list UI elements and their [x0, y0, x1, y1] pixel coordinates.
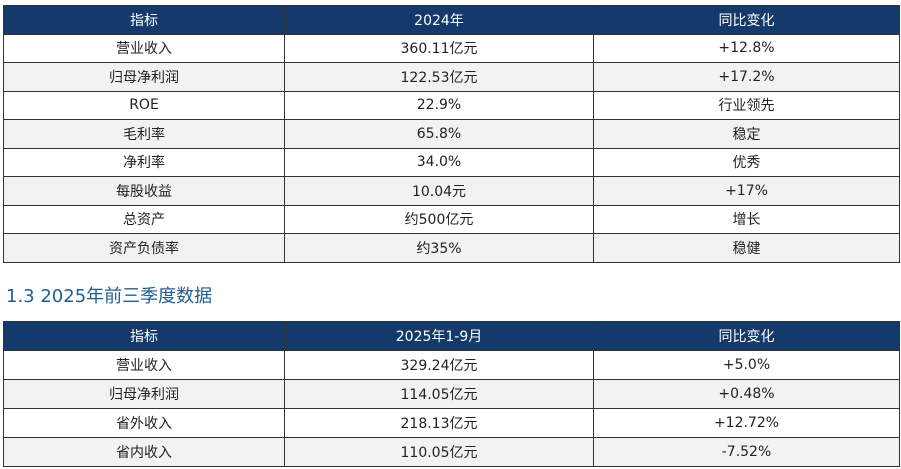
table-cell: 110.05亿元 [284, 437, 594, 467]
table-cell: 毛利率 [3, 119, 285, 149]
table-cell: 22.9% [284, 90, 594, 120]
table-cell: 34.0% [284, 147, 594, 177]
table-cell: 行业领先 [593, 90, 900, 120]
table-cell: 归母净利润 [3, 379, 285, 409]
table-row: 省内收入 110.05亿元 -7.52% [3, 437, 900, 467]
table-cell: +17.2% [593, 62, 900, 92]
table-cell: 114.05亿元 [284, 379, 594, 409]
header-cell: 同比变化 [593, 5, 900, 35]
table-row: 每股收益 10.04元 +17% [3, 176, 900, 206]
table-row: 净利率 34.0% 优秀 [3, 147, 900, 177]
table-cell: 122.53亿元 [284, 62, 594, 92]
table-row: 营业收入 329.24亿元 +5.0% [3, 350, 900, 380]
table-cell: +12.72% [593, 408, 900, 438]
table-cell: 营业收入 [3, 33, 285, 63]
table-row: 总资产 约500亿元 增长 [3, 204, 900, 234]
table-2025: 指标 2025年1-9月 同比变化 营业收入 329.24亿元 +5.0% 归母净利润 114… [3, 321, 900, 467]
table-cell: 329.24亿元 [284, 350, 594, 380]
header-cell: 2024年 [284, 5, 594, 35]
table-cell: +0.48% [593, 379, 900, 409]
table-row: ROE 22.9% 行业领先 [3, 90, 900, 120]
table-row: 归母净利润 122.53亿元 +17.2% [3, 62, 900, 92]
table-cell: -7.52% [593, 437, 900, 467]
table-row: 资产负债率 约35% 稳健 [3, 233, 900, 263]
header-cell: 2025年1-9月 [284, 321, 594, 351]
table-row: 毛利率 65.8% 稳定 [3, 119, 900, 149]
table-cell: 增长 [593, 204, 900, 234]
table-cell: +17% [593, 176, 900, 206]
section-title: 1.3 2025年前三季度数据 [6, 286, 213, 307]
table-cell: 约35% [284, 233, 594, 263]
header-cell: 同比变化 [593, 321, 900, 351]
header-row: 指标 2024年 同比变化 [3, 5, 900, 35]
table-row: 省外收入 218.13亿元 +12.72% [3, 408, 900, 438]
table-cell: 净利率 [3, 147, 285, 177]
header-row: 指标 2025年1-9月 同比变化 [3, 321, 900, 351]
header-cell: 指标 [3, 5, 285, 35]
table-cell: 省内收入 [3, 437, 285, 467]
table-row: 归母净利润 114.05亿元 +0.48% [3, 379, 900, 409]
table-cell: 约500亿元 [284, 204, 594, 234]
table-row: 营业收入 360.11亿元 +12.8% [3, 33, 900, 63]
table-cell: ROE [3, 90, 285, 120]
table-cell: 归母净利润 [3, 62, 285, 92]
table-cell: 稳健 [593, 233, 900, 263]
table-cell: 优秀 [593, 147, 900, 177]
table-cell: 10.04元 [284, 176, 594, 206]
table-2024: 指标 2024年 同比变化 营业收入 360.11亿元 +12.8% 归母净利润 122.53… [3, 5, 900, 263]
table-cell: +5.0% [593, 350, 900, 380]
table-cell: 资产负债率 [3, 233, 285, 263]
table-cell: 总资产 [3, 204, 285, 234]
table-cell: 稳定 [593, 119, 900, 149]
header-cell: 指标 [3, 321, 285, 351]
table-cell: 营业收入 [3, 350, 285, 380]
table-cell: 省外收入 [3, 408, 285, 438]
table-cell: +12.8% [593, 33, 900, 63]
table-cell: 65.8% [284, 119, 594, 149]
table-cell: 360.11亿元 [284, 33, 594, 63]
table-cell: 218.13亿元 [284, 408, 594, 438]
table-cell: 每股收益 [3, 176, 285, 206]
